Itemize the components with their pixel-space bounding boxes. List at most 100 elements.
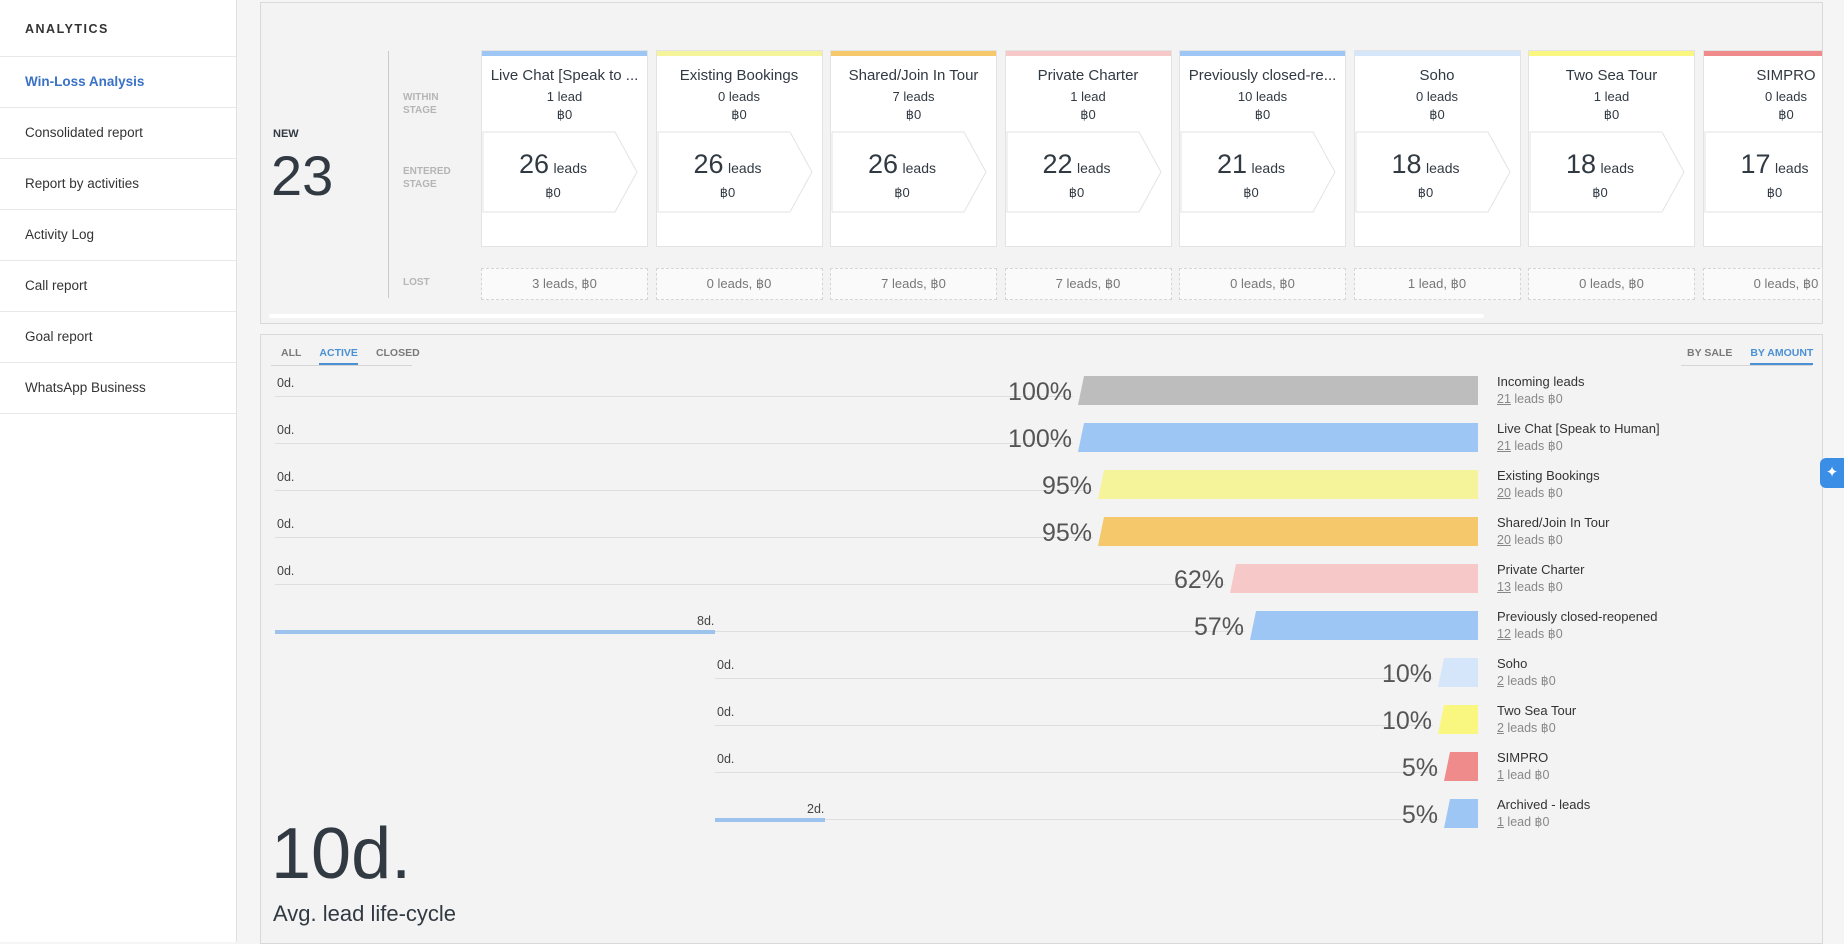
stage-within-amount: ฿0 bbox=[1603, 107, 1620, 122]
funnel-bar[interactable] bbox=[1438, 705, 1478, 734]
stage-meta[interactable]: 20 leads ฿0 bbox=[1497, 486, 1563, 500]
tab-all[interactable]: ALL bbox=[281, 347, 302, 359]
sidebar-item-2[interactable]: Report by activities bbox=[0, 159, 236, 210]
funnel-row: 0d. 100% Live Chat [Speak to Human] 21 l… bbox=[261, 416, 1822, 463]
funnel-bar[interactable] bbox=[1078, 376, 1478, 405]
entered-count: 18 leads bbox=[1566, 149, 1634, 179]
conversion-percent: 5% bbox=[1401, 801, 1438, 829]
stage-lost[interactable]: 0 leads, ฿0 bbox=[1179, 268, 1346, 300]
stage-within-count: 0 leads bbox=[1765, 89, 1807, 104]
stage-lost[interactable]: 0 leads, ฿0 bbox=[1528, 268, 1695, 300]
funnel-bar[interactable] bbox=[1444, 799, 1478, 828]
sidebar-item-0[interactable]: Win-Loss Analysis bbox=[0, 57, 236, 108]
stage-meta[interactable]: 20 leads ฿0 bbox=[1497, 533, 1563, 547]
funnel-bar[interactable] bbox=[1230, 564, 1478, 593]
entered-arrow bbox=[1355, 131, 1511, 213]
duration-label: 0d. bbox=[277, 423, 295, 437]
stage-within-amount: ฿0 bbox=[1778, 107, 1794, 122]
entered-amount: ฿0 bbox=[1068, 185, 1085, 200]
stage-color-bar bbox=[1529, 51, 1694, 56]
timeline-baseline bbox=[275, 490, 1093, 491]
stage-meta[interactable]: 1 lead ฿0 bbox=[1497, 768, 1550, 782]
funnel-bar[interactable] bbox=[1438, 658, 1478, 687]
stage-within-count: 1 lead bbox=[546, 89, 583, 104]
sidebar-item-5[interactable]: Goal report bbox=[0, 312, 236, 363]
horizontal-scrollbar[interactable] bbox=[269, 314, 1484, 318]
stage-meta[interactable]: 12 leads ฿0 bbox=[1497, 627, 1563, 641]
timeline-baseline bbox=[275, 584, 1225, 585]
funnel-bar[interactable] bbox=[1444, 752, 1478, 781]
tab-by-sale[interactable]: BY SALE bbox=[1687, 347, 1733, 359]
stage-lost[interactable]: 1 lead, ฿0 bbox=[1353, 268, 1521, 300]
funnel-bar[interactable] bbox=[1078, 423, 1478, 452]
stage-within-amount: ฿0 bbox=[1080, 107, 1096, 122]
stage-meta[interactable]: 2 leads ฿0 bbox=[1497, 721, 1556, 735]
stage-meta[interactable]: 21 leads ฿0 bbox=[1497, 439, 1563, 453]
stage-within-amount: ฿0 bbox=[1429, 107, 1445, 122]
funnel-bar[interactable] bbox=[1250, 611, 1478, 640]
stage-card[interactable]: Live Chat [Speak to ... 1 lead ฿0 26 lea… bbox=[481, 50, 648, 247]
stage-within-amount: ฿0 bbox=[905, 107, 922, 122]
entered-arrow bbox=[657, 131, 813, 213]
stage-meta[interactable]: 2 leads ฿0 bbox=[1497, 674, 1556, 688]
conversion-percent: 100% bbox=[1008, 425, 1072, 453]
stage-card[interactable]: Existing Bookings 0 leads ฿0 26 leads ฿0 bbox=[655, 50, 823, 247]
tab-active[interactable]: ACTIVE bbox=[319, 347, 358, 365]
entered-count: 18 leads bbox=[1391, 149, 1460, 179]
stage-color-bar bbox=[1703, 51, 1822, 56]
stage-card[interactable]: Soho 0 leads ฿0 18 leads ฿0 bbox=[1353, 50, 1521, 247]
entered-count: 17 leads bbox=[1740, 149, 1809, 179]
stage-lost[interactable]: 7 leads, ฿0 bbox=[1004, 268, 1172, 300]
entered-count: 26 leads bbox=[519, 149, 587, 179]
sidebar-item-4[interactable]: Call report bbox=[0, 261, 236, 312]
funnel-row: 0d. 62% Private Charter 13 leads ฿0 bbox=[261, 557, 1822, 604]
stage-meta[interactable]: 1 lead ฿0 bbox=[1497, 815, 1550, 829]
stage-lost[interactable]: 7 leads, ฿0 bbox=[830, 268, 997, 300]
entered-amount: ฿0 bbox=[719, 185, 736, 200]
conversion-percent: 57% bbox=[1193, 613, 1244, 641]
stage-card[interactable]: SIMPRO 0 leads ฿0 17 leads ฿0 bbox=[1702, 50, 1822, 247]
stage-card[interactable]: Shared/Join In Tour 7 leads ฿0 26 leads … bbox=[830, 50, 997, 247]
funnel-bar[interactable] bbox=[1098, 517, 1478, 546]
sidebar-heading: ANALYTICS bbox=[0, 0, 236, 57]
entered-amount: ฿0 bbox=[1417, 185, 1434, 200]
stage-within-count: 7 leads bbox=[892, 89, 935, 104]
stage-within-count: 0 leads bbox=[718, 89, 760, 104]
stage-card[interactable]: Previously closed-re... 10 leads ฿0 21 l… bbox=[1179, 50, 1346, 247]
conversion-percent: 95% bbox=[1041, 472, 1092, 500]
stage-card[interactable]: Two Sea Tour 1 lead ฿0 18 leads ฿0 bbox=[1528, 50, 1695, 247]
timeline-duration-bar bbox=[715, 818, 825, 822]
stage-lost[interactable]: 0 leads, ฿0 bbox=[655, 268, 823, 300]
avg-lifecycle-label: Avg. lead life-cycle bbox=[273, 901, 457, 926]
sidebar-item-3[interactable]: Activity Log bbox=[0, 210, 236, 261]
tab-by-amount[interactable]: BY AMOUNT bbox=[1750, 347, 1814, 365]
stage-name: Live Chat [Speak to Human] bbox=[1497, 421, 1660, 436]
avg-lifecycle-value: 10d. bbox=[271, 814, 412, 894]
stage-color-bar bbox=[1180, 51, 1345, 56]
stage-lost[interactable]: 3 leads, ฿0 bbox=[481, 268, 648, 300]
stage-within-amount: ฿0 bbox=[1254, 107, 1271, 122]
entered-arrow bbox=[831, 131, 987, 213]
entered-count: 21 leads bbox=[1217, 149, 1285, 179]
stage-color-bar bbox=[1354, 51, 1520, 56]
stage-card[interactable]: Private Charter 1 lead ฿0 22 leads ฿0 bbox=[1004, 50, 1172, 247]
sparkle-icon[interactable]: ✦ bbox=[1820, 458, 1844, 488]
entered-count: 26 leads bbox=[693, 149, 762, 179]
funnel-bar[interactable] bbox=[1098, 470, 1478, 499]
stage-lost[interactable]: 0 leads, ฿0 bbox=[1702, 268, 1822, 300]
conversion-percent: 10% bbox=[1381, 707, 1432, 735]
timeline-baseline bbox=[715, 725, 1433, 726]
tab-closed[interactable]: CLOSED bbox=[375, 347, 420, 359]
sidebar-item-6[interactable]: WhatsApp Business bbox=[0, 363, 236, 414]
timeline-duration-bar bbox=[275, 630, 715, 634]
stage-name: Two Sea Tour bbox=[1497, 703, 1577, 718]
funnel-row: 0d. 10% Two Sea Tour 2 leads ฿0 bbox=[261, 698, 1822, 745]
conversion-percent: 62% bbox=[1173, 566, 1224, 594]
divider bbox=[388, 51, 389, 298]
funnel-row: 0d. 5% SIMPRO 1 lead ฿0 bbox=[261, 745, 1822, 792]
duration-label: 0d. bbox=[717, 705, 735, 719]
stage-meta[interactable]: 21 leads ฿0 bbox=[1497, 392, 1563, 406]
stage-meta[interactable]: 13 leads ฿0 bbox=[1497, 580, 1563, 594]
sidebar-item-1[interactable]: Consolidated report bbox=[0, 108, 236, 159]
status-tabs-underline bbox=[271, 365, 412, 366]
